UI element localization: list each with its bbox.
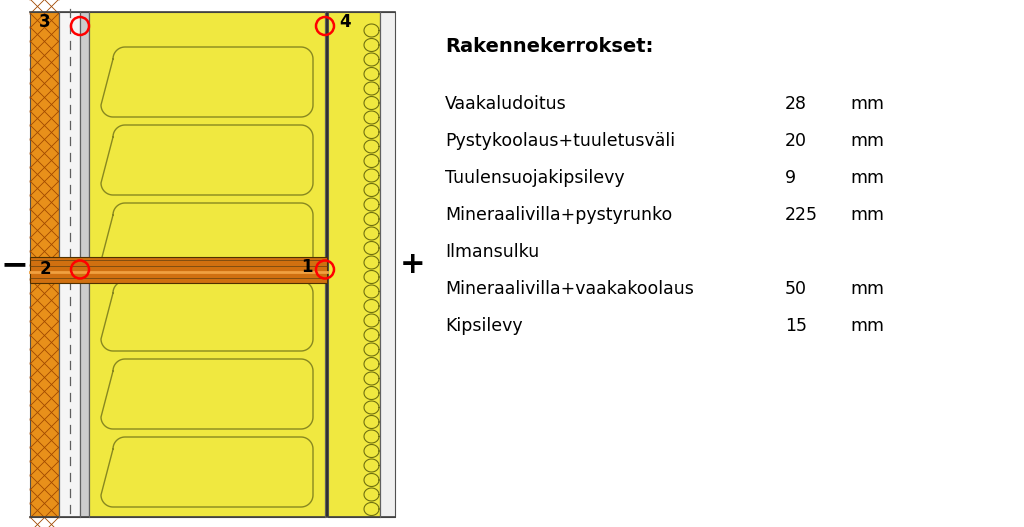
Bar xyxy=(328,12,380,517)
Text: Pystykoolaus+tuuletusväli: Pystykoolaus+tuuletusväli xyxy=(445,132,675,150)
Text: 9: 9 xyxy=(785,169,796,187)
Text: Ilmansulku: Ilmansulku xyxy=(445,243,540,261)
Bar xyxy=(30,12,59,517)
Text: Rakennekerrokset:: Rakennekerrokset: xyxy=(445,37,653,56)
Text: 4: 4 xyxy=(339,13,351,31)
Text: 20: 20 xyxy=(785,132,807,150)
Text: 1: 1 xyxy=(301,259,312,277)
Bar xyxy=(30,257,327,282)
Text: Vaakaludoitus: Vaakaludoitus xyxy=(445,95,566,113)
Text: mm: mm xyxy=(850,206,884,224)
Text: Kipsilevy: Kipsilevy xyxy=(445,317,522,335)
Text: 225: 225 xyxy=(785,206,818,224)
Text: Mineraalivilla+vaakakoolaus: Mineraalivilla+vaakakoolaus xyxy=(445,280,694,298)
Text: 3: 3 xyxy=(39,13,51,31)
Text: mm: mm xyxy=(850,169,884,187)
Text: mm: mm xyxy=(850,95,884,113)
Bar xyxy=(380,12,395,517)
Text: 15: 15 xyxy=(785,317,807,335)
Text: +: + xyxy=(400,250,426,279)
Text: Mineraalivilla+pystyrunko: Mineraalivilla+pystyrunko xyxy=(445,206,672,224)
Text: Tuulensuojakipsilevy: Tuulensuojakipsilevy xyxy=(445,169,625,187)
Text: 50: 50 xyxy=(785,280,807,298)
Text: mm: mm xyxy=(850,317,884,335)
Text: mm: mm xyxy=(850,280,884,298)
Text: mm: mm xyxy=(850,132,884,150)
Bar xyxy=(325,12,328,517)
Bar xyxy=(59,12,80,517)
Text: 2: 2 xyxy=(39,260,51,278)
Text: 28: 28 xyxy=(785,95,807,113)
Text: −: − xyxy=(0,248,28,281)
Bar xyxy=(89,12,325,517)
Bar xyxy=(80,12,89,517)
